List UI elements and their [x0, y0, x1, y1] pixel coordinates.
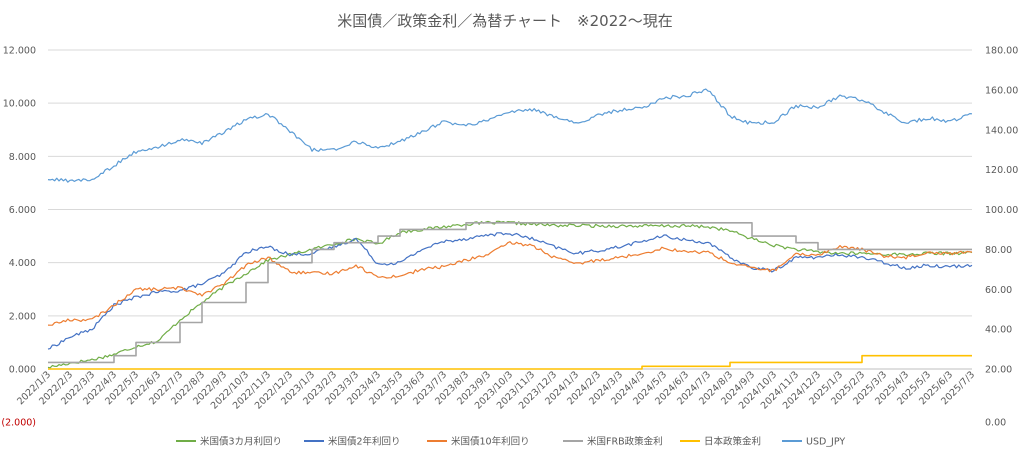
- y-tick-label: 12.000: [3, 46, 36, 57]
- right-axis-tick-labels: 0.00 20.00 40.00 60.00 80.00 100.00 120.00 140.…: [985, 46, 1018, 429]
- legend-label: 米国FRB政策金利: [587, 436, 663, 448]
- legend-label: 米国債10年利回り: [451, 436, 530, 448]
- series-line-0: [47, 220, 973, 369]
- chart-title: 米国債／政策金利／為替チャート ※2022～現在: [337, 12, 673, 30]
- y-tick-label: (2.000): [1, 418, 36, 429]
- y-tick-label: 0.000: [9, 365, 36, 376]
- legend-label: 米国債2年利回り: [328, 436, 401, 448]
- y2-tick-label: 100.00: [985, 205, 1018, 216]
- legend: 米国債3カ月利回り 米国債2年利回り 米国債10年利回り 米国FRB政策金利 日本政策金…: [176, 436, 845, 448]
- y-tick-label: 4.000: [9, 258, 36, 269]
- y-tick-label: 10.000: [3, 99, 36, 110]
- series-line-5: [47, 88, 973, 183]
- x-axis-tick-labels: 2022/1/32022/2/32022/3/32022/4/32022/5/3…: [15, 369, 977, 411]
- y2-tick-label: 0.00: [985, 418, 1006, 429]
- series-lines: [47, 88, 973, 370]
- y2-tick-label: 20.00: [985, 365, 1012, 376]
- legend-label: 米国債3カ月利回り: [200, 436, 282, 448]
- series-line-2: [47, 241, 973, 326]
- series-line-1: [47, 232, 973, 350]
- y2-tick-label: 60.00: [985, 285, 1012, 296]
- y-tick-label: 6.000: [9, 205, 36, 216]
- legend-label: 日本政策金利: [704, 436, 761, 448]
- y2-tick-label: 120.00: [985, 165, 1018, 176]
- y-tick-label: 8.000: [9, 152, 36, 163]
- y2-tick-label: 140.00: [985, 125, 1018, 136]
- y2-tick-label: 180.00: [985, 46, 1018, 57]
- series-line-3: [48, 222, 972, 364]
- y2-tick-label: 40.00: [985, 325, 1012, 336]
- left-axis-tick-labels: (2.000) 0.000 2.000 4.000 6.000 8.000 10.000 12…: [1, 46, 36, 429]
- series-line-4: [48, 354, 972, 370]
- y-tick-label: 2.000: [9, 311, 36, 322]
- y2-tick-label: 80.00: [985, 245, 1012, 256]
- legend-label: USD_JPY: [806, 437, 845, 448]
- y2-tick-label: 160.00: [985, 85, 1018, 96]
